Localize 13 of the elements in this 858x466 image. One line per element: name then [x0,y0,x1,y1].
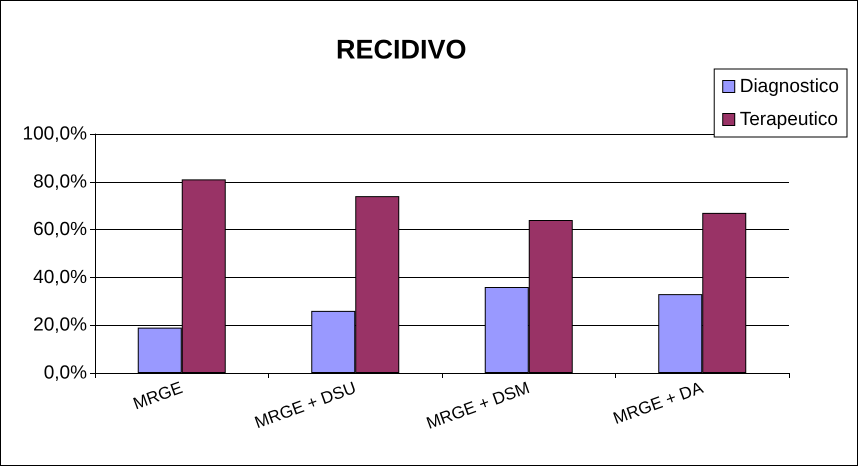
x-tick-label: MRGE + DSU [252,378,358,432]
y-tick-label: 80,0% [33,171,88,192]
chart-title: RECIDIVO [336,34,467,64]
y-tick-label: 100,0% [22,124,88,144]
x-tick-label: MRGE + DA [610,378,706,428]
legend-label: Diagnostico [740,76,840,97]
legend-label: Terapeutico [740,109,838,130]
y-tick-label: 20,0% [33,314,88,336]
y-tick-label: 0,0% [44,362,88,384]
y-tick-label: 40,0% [33,266,88,288]
y-tick-label: 60,0% [33,219,88,240]
x-tick-label: MRGE + DSM [424,378,532,433]
x-tick-label: MRGE [130,378,185,414]
